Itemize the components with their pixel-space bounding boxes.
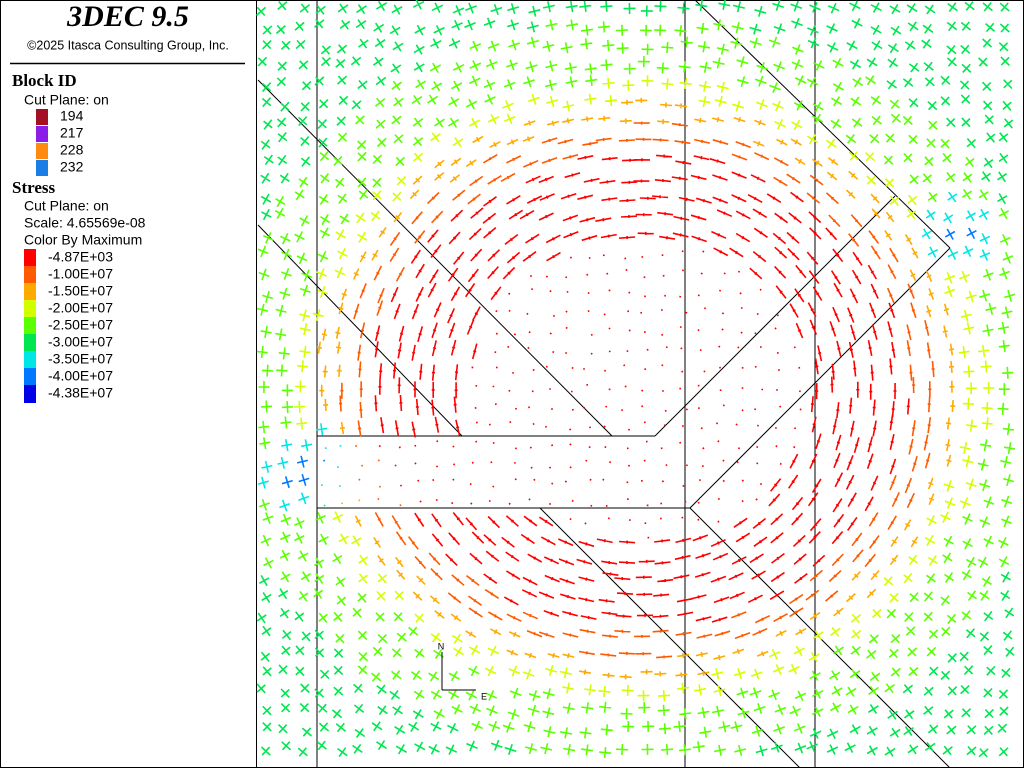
stress-cross-group xyxy=(255,0,1015,758)
stress-cross-group xyxy=(316,97,956,680)
compass-east: E xyxy=(481,691,487,701)
stress-cross-group xyxy=(294,75,995,702)
stress-swatch xyxy=(24,266,36,284)
compass-north: N xyxy=(438,641,445,651)
stress-label: -4.38E+07 xyxy=(48,385,113,401)
stress-label: -1.50E+07 xyxy=(48,283,113,299)
block-label: 228 xyxy=(60,142,84,158)
block-label: 194 xyxy=(60,108,84,124)
block-swatch xyxy=(36,160,48,176)
stress-swatch xyxy=(24,249,36,267)
plot: N E xyxy=(255,0,1016,769)
block-id-subtitle: Cut Plane: on xyxy=(24,92,109,108)
stress-swatch xyxy=(24,317,36,335)
compass xyxy=(441,652,476,691)
stress-label: -3.50E+07 xyxy=(48,351,113,367)
block-label: 217 xyxy=(60,125,84,141)
app-title: 3DEC 9.5 xyxy=(66,0,189,33)
stress-info: Scale: 4.65569e-08 xyxy=(24,215,146,231)
stress-label: -2.50E+07 xyxy=(48,317,113,333)
stress-crosses xyxy=(255,0,1016,759)
stress-swatch xyxy=(24,283,36,301)
block-swatch xyxy=(36,126,48,142)
stress-label: -2.00E+07 xyxy=(48,300,113,316)
stress-cross-group xyxy=(256,19,1016,759)
stress-cross-group xyxy=(339,121,935,659)
block-id-title: Block ID xyxy=(12,71,77,90)
stress-cross-group xyxy=(257,191,991,512)
stress-swatch xyxy=(24,385,36,403)
stress-title: Stress xyxy=(12,178,56,197)
stress-cross-group xyxy=(281,227,977,489)
stress-label: -4.00E+07 xyxy=(48,368,113,384)
copyright: ©2025 Itasca Consulting Group, Inc. xyxy=(27,38,229,52)
stress-swatch xyxy=(24,300,36,318)
stress-swatch xyxy=(24,334,36,352)
stress-info: Cut Plane: on xyxy=(24,198,109,214)
stress-label: -4.87E+03 xyxy=(48,249,113,265)
block-swatch xyxy=(36,109,48,125)
stress-label: -1.00E+07 xyxy=(48,266,113,282)
block-label: 232 xyxy=(60,159,84,175)
stress-cross-group xyxy=(374,154,910,623)
block-swatch xyxy=(36,143,48,159)
stress-info: Color By Maximum xyxy=(24,232,142,248)
stress-swatch xyxy=(24,368,36,386)
stress-swatch xyxy=(24,351,36,369)
stress-label: -3.00E+07 xyxy=(48,334,113,350)
block-edges xyxy=(257,0,951,769)
